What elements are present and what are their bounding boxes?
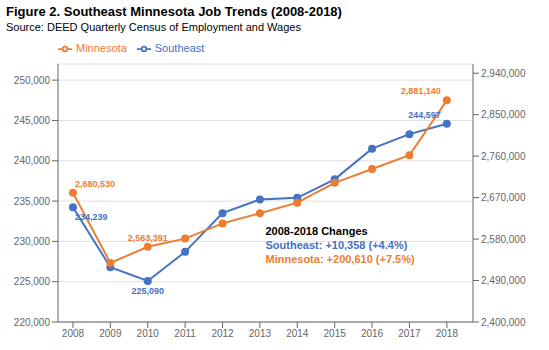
svg-text:2,881,140: 2,881,140 — [401, 86, 441, 96]
html-text:Southeast: +10,358 (+4.4%): Southeast: +10,358 (+4.4%) — [265, 239, 408, 251]
svg-text:2,850,000: 2,850,000 — [481, 109, 526, 120]
html-text:Minnesota: Minnesota — [76, 42, 127, 54]
html-text:Source: DEED Quarterly Census: Source: DEED Quarterly Census of Employm… — [6, 21, 301, 33]
svg-text:2017: 2017 — [398, 328, 421, 339]
html-text:Minnesota: +200,610 (+7.5%): Minnesota: +200,610 (+7.5%) — [265, 253, 415, 265]
html-text:Figure 2. Southeast Minnesota: Figure 2. Southeast Minnesota Job Trends… — [6, 4, 342, 19]
svg-text:2,580,000: 2,580,000 — [481, 234, 526, 245]
html-text:Southeast: Southeast — [154, 42, 205, 54]
svg-text:250,000: 250,000 — [14, 75, 51, 86]
svg-text:2,760,000: 2,760,000 — [481, 151, 526, 162]
svg-text:2016: 2016 — [361, 328, 384, 339]
svg-text:2011: 2011 — [174, 328, 196, 339]
svg-text:245,000: 245,000 — [14, 115, 51, 126]
svg-text:2,940,000: 2,940,000 — [481, 68, 526, 79]
svg-text:2,563,391: 2,563,391 — [128, 233, 168, 243]
html-text:2008-2018 Changes: 2008-2018 Changes — [265, 225, 368, 237]
svg-text:2,490,000: 2,490,000 — [481, 275, 526, 286]
svg-text:2,670,000: 2,670,000 — [481, 192, 526, 203]
svg-text:244,597: 244,597 — [408, 110, 441, 120]
svg-text:230,000: 230,000 — [14, 236, 51, 247]
svg-text:220,000: 220,000 — [14, 317, 51, 328]
svg-text:225,090: 225,090 — [131, 286, 164, 296]
svg-text:235,000: 235,000 — [14, 196, 51, 207]
svg-text:225,000: 225,000 — [14, 276, 51, 287]
svg-text:240,000: 240,000 — [14, 155, 51, 166]
svg-text:2010: 2010 — [137, 328, 160, 339]
svg-text:2,400,000: 2,400,000 — [481, 317, 526, 328]
svg-text:234,239: 234,239 — [75, 212, 108, 222]
svg-text:2012: 2012 — [211, 328, 234, 339]
svg-text:2018: 2018 — [436, 328, 459, 339]
svg-text:2,680,530: 2,680,530 — [75, 179, 115, 189]
svg-text:2009: 2009 — [99, 328, 122, 339]
svg-text:2015: 2015 — [324, 328, 347, 339]
svg-text:2008: 2008 — [62, 328, 85, 339]
svg-text:2013: 2013 — [249, 328, 272, 339]
svg-text:2014: 2014 — [286, 328, 309, 339]
